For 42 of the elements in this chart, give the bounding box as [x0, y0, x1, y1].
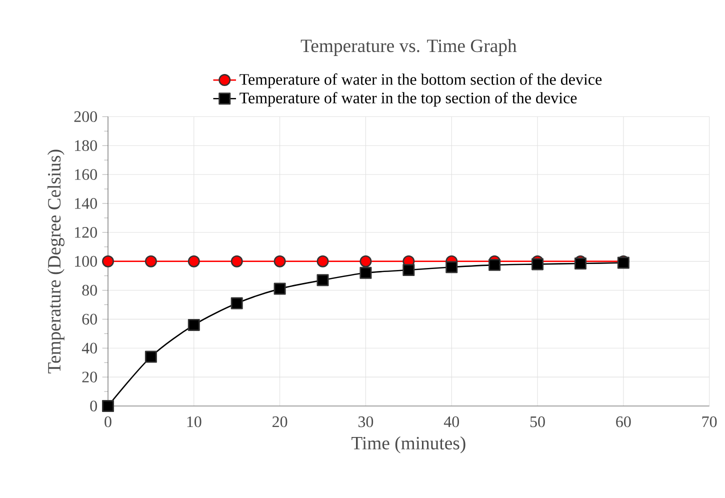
y-tick-label: 80 [82, 284, 97, 296]
y-tick-label: 160 [75, 169, 97, 180]
point [188, 318, 200, 331]
point [230, 297, 243, 310]
x-tick-label: 50 [530, 416, 545, 428]
y-tick-label: 60 [82, 314, 97, 325]
x-axis-title: Time (minutes) [352, 436, 466, 454]
point [532, 258, 544, 270]
x-tick-label: 70 [702, 416, 717, 428]
legend-label: Temperature of water in the bottom section of the device [240, 73, 602, 88]
point [488, 258, 501, 271]
point [230, 255, 243, 268]
x-tick-label: 60 [616, 416, 631, 428]
point [144, 350, 157, 363]
point [446, 261, 458, 274]
x-tick-label: 40 [444, 416, 459, 428]
point [360, 266, 372, 279]
point [144, 255, 157, 268]
point [102, 255, 114, 268]
chart-title: Temperature vs. Time Graph [300, 39, 517, 56]
x-tick-label: 10 [187, 416, 202, 428]
point [360, 255, 372, 268]
point [102, 400, 114, 412]
x-tick-label: 20 [272, 416, 288, 428]
y-tick-label: 100 [75, 256, 97, 267]
y-tick-label: 140 [75, 198, 97, 209]
point [316, 255, 329, 268]
y-tick-label: 180 [75, 140, 97, 151]
x-tick-label: 0 [104, 416, 112, 428]
y-tick-label: 20 [82, 372, 97, 382]
legend-label: Temperature of water in the top section of the device [240, 92, 577, 107]
y-tick-label: 0 [90, 400, 97, 412]
y-tick-label: 40 [82, 342, 97, 354]
point [402, 264, 415, 276]
x-tick-label: 30 [358, 416, 374, 428]
y-tick-label: 200 [74, 111, 97, 122]
y-axis-title: Temperature (Degree Celsius) [47, 150, 64, 374]
point [274, 282, 286, 295]
point [274, 255, 286, 268]
point [188, 255, 200, 268]
point [316, 274, 329, 286]
y-tick-label: 120 [75, 226, 97, 238]
